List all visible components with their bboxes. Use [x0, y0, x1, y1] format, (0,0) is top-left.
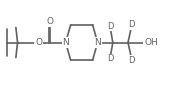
Text: N: N	[94, 38, 101, 47]
Text: OH: OH	[144, 38, 158, 47]
Text: D: D	[129, 20, 135, 29]
Text: D: D	[129, 56, 135, 65]
Text: D: D	[107, 22, 113, 31]
Text: D: D	[107, 54, 113, 63]
Text: O: O	[47, 17, 54, 26]
Text: O: O	[35, 38, 42, 47]
Text: N: N	[62, 38, 69, 47]
